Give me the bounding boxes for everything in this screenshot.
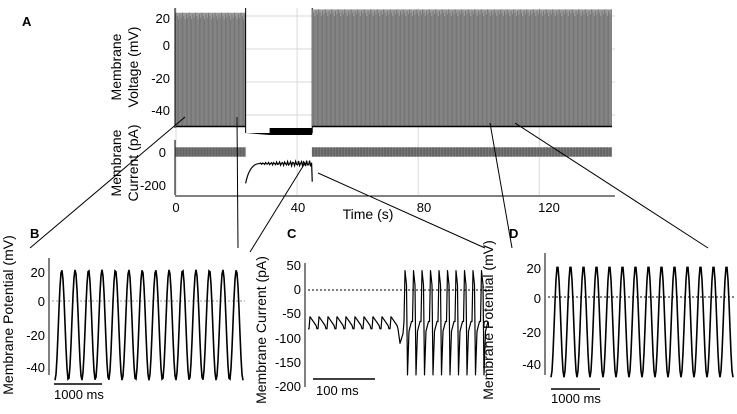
panel-c-letter: C xyxy=(287,226,297,241)
panel-b-tick-m40: -40 xyxy=(26,360,45,375)
panel-a-current-spikes-2 xyxy=(311,147,611,157)
panel-c-tick-50: 50 xyxy=(287,258,301,273)
panel-a-current-ylabel-line1: Membrane xyxy=(108,129,124,196)
panel-d-ylabel: Membrane Potential (mV) xyxy=(480,240,496,400)
panel-a-current-trace xyxy=(175,147,612,184)
panel-d-scalebar-label: 1000 ms xyxy=(551,391,601,406)
panel-a-ctick-m200: -200 xyxy=(140,178,166,193)
panel-a-vtick-m20: -20 xyxy=(151,71,170,86)
panel-a-letter: A xyxy=(22,14,32,29)
panel-b-trace xyxy=(54,269,244,381)
panel-d-tick-20: 20 xyxy=(527,261,541,276)
panel-b-tick-0: 0 xyxy=(38,294,45,309)
panel-b-axis: 20 0 -20 -40 xyxy=(26,258,50,375)
panel-c-tick-0: 0 xyxy=(294,282,301,297)
panel-a-vtick-20: 20 xyxy=(156,11,170,26)
panel-a-voltage-spikes-0 xyxy=(175,12,246,127)
panel-a-xtick-40: 40 xyxy=(291,200,305,215)
panel-a-current-holding xyxy=(245,159,313,184)
panel-a-voltage-spikes-2 xyxy=(311,9,612,127)
panel-b-letter: B xyxy=(30,226,39,241)
panel-a-current-band-0 xyxy=(176,147,246,157)
panel-a-xtick-0: 0 xyxy=(172,200,179,215)
panel-c-tick-m50: -50 xyxy=(282,306,301,321)
panel-d-tick-m40: -40 xyxy=(522,357,541,372)
panel-a-xlabel: Time (s) xyxy=(343,206,394,222)
panel-c-tick-m100: -100 xyxy=(275,331,301,346)
zoom-connector-lines xyxy=(29,116,709,253)
panel-a-current-ylabel: Membrane Current (pA) xyxy=(108,124,141,201)
panel-b-membrane-potential xyxy=(54,269,244,381)
panel-d-trace xyxy=(550,266,734,378)
panel-d-axis: 20 0 -20 -40 xyxy=(522,253,546,375)
panel-b-tick-20: 20 xyxy=(31,265,45,280)
panel-c-scalebar-label: 100 ms xyxy=(316,383,359,398)
panel-c-tick-m200: -200 xyxy=(275,379,301,394)
panel-a-clamp-step xyxy=(245,128,313,135)
panel-a-voltage-axis: 20 0 -20 -40 xyxy=(151,8,176,128)
panel-a-voltage-ylabel-line2: Voltage (mV) xyxy=(125,27,141,108)
panel-a-voltage-ylabel-line1: Membrane xyxy=(108,33,124,100)
panel-b-ylabel: Membrane Potential (mV) xyxy=(0,235,16,395)
panel-a-xtick-80: 80 xyxy=(417,200,431,215)
panel-d-letter: D xyxy=(509,226,518,241)
panel-a-x-axis: 0 40 80 120 Time (s) xyxy=(172,195,615,222)
panel-b-scalebar-label: 1000 ms xyxy=(54,387,104,402)
panel-a-xtick-120: 120 xyxy=(538,200,560,215)
panel-a-ctick-0: 0 xyxy=(159,145,166,160)
panel-d-tick-0: 0 xyxy=(534,291,541,306)
panel-c-axis: 50 0 -50 -100 -150 -200 xyxy=(275,258,306,394)
panel-d-tick-m20: -20 xyxy=(522,325,541,340)
panel-a-current-ylabel-line2: Current (pA) xyxy=(125,124,141,201)
panel-c-trace xyxy=(308,270,489,376)
panel-a-current-spikes-0 xyxy=(175,147,246,157)
panel-a-voltage-ylabel: Membrane Voltage (mV) xyxy=(108,27,141,108)
panel-a-vtick-m40: -40 xyxy=(151,103,170,118)
panel-d-membrane-potential xyxy=(550,266,734,378)
panel-c-tick-m150: -150 xyxy=(275,355,301,370)
panel-a-current-axis: 0 -200 xyxy=(140,140,176,195)
panel-a-vtick-0: 0 xyxy=(163,38,170,53)
panel-c-membrane-current xyxy=(308,270,489,376)
panel-c-ylabel: Membrane Current (pA) xyxy=(253,256,269,404)
panel-a-voltage-trace xyxy=(175,8,612,135)
panel-b-tick-m20: -20 xyxy=(26,328,45,343)
